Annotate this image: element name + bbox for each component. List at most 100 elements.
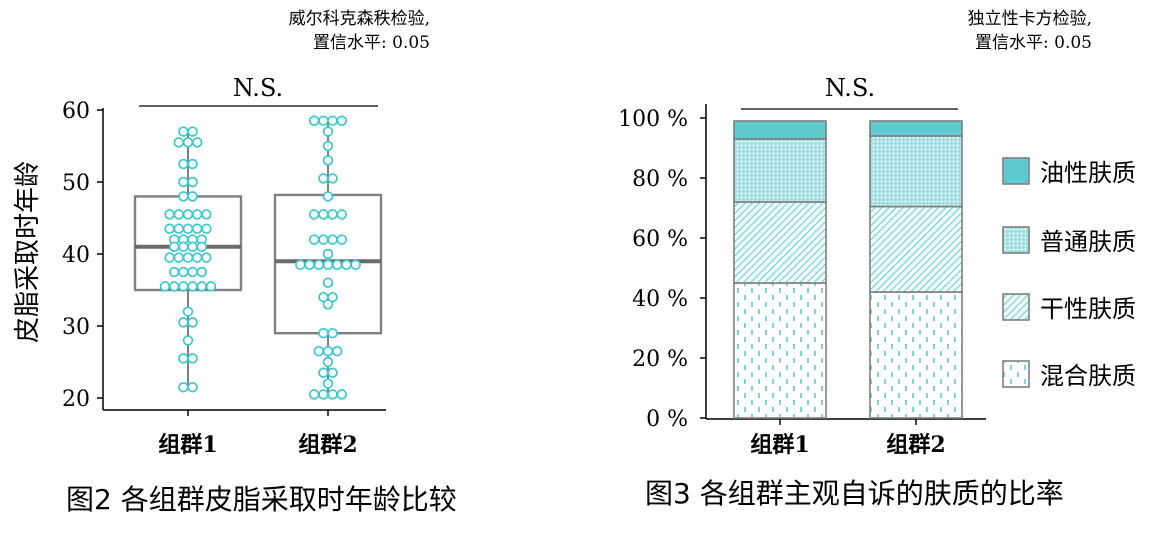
data-point <box>201 223 212 235</box>
data-point <box>327 173 338 184</box>
data-point <box>308 389 320 400</box>
data-point <box>187 241 198 253</box>
stacked-bar <box>869 120 963 419</box>
skin-type-stacked-bar: 独立性卡方检验, 置信水平: 0.05 N.S. 0 % 20 % 40 % 60 %… <box>618 9 1136 458</box>
box-groups <box>133 115 383 400</box>
data-point <box>327 327 338 339</box>
box-group <box>133 126 243 393</box>
data-point <box>168 241 180 253</box>
data-point <box>173 137 185 148</box>
y-axis-ticks: 20 30 40 50 60 <box>62 99 103 412</box>
y-axis-label: 皮脂采取时年龄 <box>13 161 43 343</box>
data-point <box>336 209 348 220</box>
data-point <box>178 158 189 170</box>
data-point <box>173 223 185 235</box>
data-point <box>182 335 194 346</box>
data-point <box>164 223 175 235</box>
x-axis-ticks: 组群1 组群2 <box>158 410 358 458</box>
legend-label: 混合肤质 <box>1040 362 1136 390</box>
data-point <box>308 115 320 127</box>
x-axis-ticks: 组群1 组群2 <box>750 419 946 458</box>
legend-item: 油性肤质 <box>1002 157 1136 187</box>
data-point <box>196 281 208 292</box>
legend-item: 混合肤质 <box>1002 360 1136 390</box>
data-point <box>182 252 194 263</box>
bar-segment <box>869 205 963 293</box>
data-point <box>164 252 175 263</box>
data-point <box>187 158 198 170</box>
bar-segment <box>733 282 827 419</box>
data-point <box>187 191 198 202</box>
data-point <box>327 234 338 245</box>
y-tick-label: 30 <box>62 315 90 340</box>
data-point <box>205 281 217 292</box>
data-point <box>304 259 315 271</box>
y-tick-label: 60 % <box>632 227 688 252</box>
data-point <box>178 317 189 328</box>
data-point <box>164 209 175 220</box>
data-points <box>295 115 361 400</box>
data-point <box>336 389 348 400</box>
data-point <box>318 173 329 184</box>
data-point <box>196 266 208 278</box>
data-point <box>182 209 194 220</box>
data-point <box>295 259 306 271</box>
data-point <box>313 259 325 271</box>
data-point <box>173 252 185 263</box>
data-point <box>168 281 180 292</box>
y-tick-label: 50 <box>62 171 90 196</box>
bar-segment <box>869 120 963 137</box>
legend-item: 干性肤质 <box>1002 293 1136 323</box>
y-tick-label: 100 % <box>618 107 688 132</box>
data-point <box>318 115 329 127</box>
data-point <box>327 115 338 127</box>
legend-item: 普通肤质 <box>1002 226 1136 256</box>
y-tick-label: 0 % <box>646 407 688 432</box>
stacked-bar <box>733 120 827 419</box>
bar-segment <box>869 291 963 419</box>
data-point <box>173 209 185 220</box>
data-point <box>178 191 189 202</box>
data-point <box>313 345 325 357</box>
y-tick-label: 40 % <box>632 287 688 312</box>
data-point <box>322 191 334 202</box>
data-point <box>168 266 180 278</box>
y-tick-label: 40 <box>62 243 90 268</box>
data-point <box>350 259 361 271</box>
data-point <box>331 345 343 357</box>
y-tick-label: 60 <box>62 99 90 124</box>
age-boxplot: 威尔科克森秩检验, 置信水平: 0.05 N.S. 皮脂采取时年龄 20 30 40… <box>13 9 430 458</box>
data-point <box>331 259 343 271</box>
data-point <box>196 241 208 253</box>
data-point <box>322 248 334 260</box>
data-point <box>322 277 334 289</box>
data-point <box>187 126 198 137</box>
y-tick-label: 80 % <box>632 167 688 192</box>
legend-label: 油性肤质 <box>1040 159 1136 187</box>
significance-label: N.S. <box>233 74 283 102</box>
data-point <box>187 353 198 364</box>
bar-segment <box>733 120 827 140</box>
data-point <box>327 367 338 379</box>
test-note-line1: 威尔科克森秩检验, <box>289 9 430 29</box>
test-note-line2: 置信水平: 0.05 <box>313 33 430 53</box>
data-point <box>178 266 189 278</box>
data-point <box>318 367 329 379</box>
data-point <box>322 259 334 271</box>
x-tick-label: 组群2 <box>886 432 945 458</box>
bar-stacks <box>733 120 963 419</box>
data-point <box>308 209 320 220</box>
data-point <box>327 209 338 220</box>
bar-segment <box>733 138 827 203</box>
x-tick-label: 组群1 <box>750 432 809 458</box>
data-point <box>322 126 334 137</box>
legend-swatch <box>1002 360 1030 388</box>
data-point <box>318 234 329 245</box>
data-point <box>187 381 198 393</box>
data-point <box>178 353 189 364</box>
data-point <box>191 209 203 220</box>
legend-label: 干性肤质 <box>1040 295 1136 323</box>
data-point <box>187 317 198 328</box>
